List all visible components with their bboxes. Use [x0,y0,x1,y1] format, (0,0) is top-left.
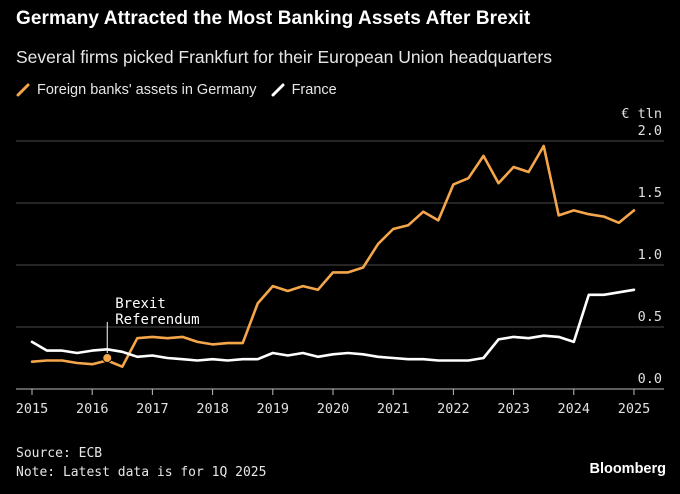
legend-swatch-france [271,83,285,97]
x-tick-label: 2017 [136,401,169,417]
x-axis: 2015 2016 2017 2018 2019 2020 2021 2022 2023 2024… [16,389,650,417]
x-tick-label: 2018 [196,401,229,417]
legend-label-france: France [291,82,337,98]
x-tick-label: 2022 [437,401,470,417]
x-tick-label: 2020 [317,401,350,417]
legend-label-germany: Foreign banks' assets in Germany [37,82,257,98]
y-tick-label: 1.0 [638,247,662,263]
x-tick-label: 2023 [497,401,530,417]
legend-swatch-germany [16,83,30,97]
series-line-1 [30,288,636,362]
x-tick-label: 2024 [558,401,591,417]
x-tick-label: 2019 [257,401,290,417]
x-tick-label: 2025 [618,401,651,417]
y-tick-label: 0.5 [638,309,662,325]
annotation-label: Referendum [115,312,199,328]
chart-footer: Source: ECB Note: Latest data is for 1Q … [16,444,266,482]
source-note: Source: ECB [16,446,103,461]
x-tick-label: 2015 [16,401,49,417]
y-tick-label: 2.0 [638,123,662,139]
data-note: Note: Latest data is for 1Q 2025 [16,465,267,480]
annotation-label: Brexit [115,296,166,312]
x-tick-label: 2021 [377,401,410,417]
y-tick-label: 0.0 [638,371,662,387]
x-tick-label: 2016 [76,401,109,417]
chart-title: Germany Attracted the Most Banking Asset… [16,8,531,29]
series-line-0 [30,144,636,368]
y-unit-label: € tln [621,106,662,122]
chart-subtitle: Several firms picked Frankfurt for their… [16,47,552,67]
y-axis: 0.0 0.5 1.0 1.5 2.0€ tln [621,106,662,387]
chart-legend: Foreign banks' assets in Germany France [16,82,351,98]
annotation-marker [102,353,113,363]
bloomberg-logo: Bloomberg [589,461,666,477]
legend-item-france: France [271,82,337,98]
y-tick-label: 1.5 [638,185,662,201]
legend-item-germany: Foreign banks' assets in Germany [16,82,257,98]
series-lines [30,144,636,368]
line-chart: 2015 2016 2017 2018 2019 2020 2021 2022 2023 2024… [16,106,664,417]
gridlines [16,140,664,390]
